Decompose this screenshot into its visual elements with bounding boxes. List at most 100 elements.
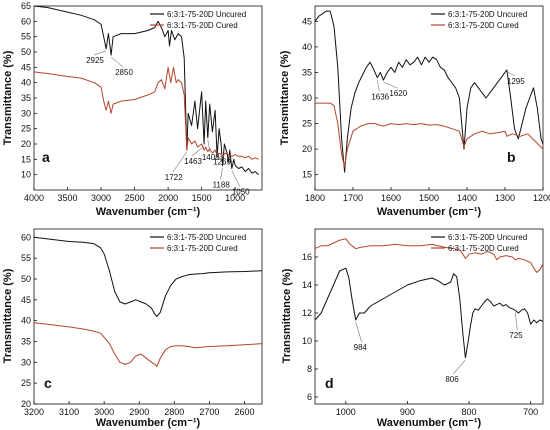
y-tick-label: 25 [21,124,31,134]
y-ticks: 6 8 10 12 14 16 [302,252,318,402]
peak-label: 1463 [184,157,202,166]
y-tick-label: 6 [307,392,312,402]
plot-frame [33,228,263,405]
annotation-leader [191,145,205,157]
x-tick-label: 2700 [199,407,219,417]
panel-b: 1800 1700 1600 1500 1400 1300 1200 15 20 25 30 35 4… [279,5,550,218]
x-tick-label: 1500 [419,193,439,203]
y-tick-label: 30 [21,108,31,118]
x-tick-label: 3200 [24,407,44,417]
peak-label: 1722 [165,173,183,182]
peak-label: 1295 [507,77,525,86]
x-tick-label: 1800 [305,193,325,203]
panel-letter-d: d [325,375,334,391]
x-tick-label: 2800 [164,407,184,417]
x-tick-label: 3500 [58,193,78,203]
annotation-leader [207,139,211,152]
series-line-uncured [33,5,259,176]
x-tick-label: 700 [523,407,538,417]
y-tick-label: 15 [21,154,31,164]
legend-label-uncured: 6:3:1-75-20D Uncured [448,233,527,242]
legend-label-uncured: 6:3:1-75-20D Uncured [448,10,527,19]
series-line-cured [314,238,544,273]
series-line-cured [315,102,544,168]
y-ticks: 15 20 25 30 35 40 45 [302,16,318,180]
x-tick-label: 3000 [91,193,111,203]
annotation-leader [453,359,466,374]
y-tick-label: 25 [302,119,312,129]
panel-c: 3200 3100 3000 2900 2800 2700 2600 20 25 30 35 40 4… [2,228,263,429]
x-tick-label: 2900 [129,407,149,417]
y-tick-label: 12 [302,308,312,318]
x-tick-label: 2600 [234,407,254,417]
legend: 6:3:1-75-20D Uncured 6:3:1-75-20D Cured [150,233,246,253]
series-line-cured [33,322,263,367]
y-tick-label: 40 [21,78,31,88]
series-group [314,10,544,173]
x-tick-label: 1200 [533,193,550,203]
y-tick-label: 20 [302,144,312,154]
legend-label-cured: 6:3:1-75-20D Cured [167,244,238,253]
legend-label-cured: 6:3:1-75-20D Cured [448,244,519,253]
annotation-leader [231,170,241,187]
x-tick-label: 1400 [457,193,477,203]
y-tick-label: 45 [21,62,31,72]
y-tick-label: 45 [21,295,31,305]
y-tick-label: 20 [21,399,31,409]
x-tick-label: 1300 [495,193,515,203]
legend-label-uncured: 6:3:1-75-20D Uncured [167,233,246,242]
annotation-leader [110,56,124,68]
x-tick-label: 1700 [343,193,363,203]
legend: 6:3:1-75-20D Uncured 6:3:1-75-20D Cured [431,233,527,253]
y-tick-label: 10 [21,170,31,180]
y-tick-label: 20 [21,139,31,149]
y-axis-title: Transmittance (%) [2,50,14,145]
annotation-leader [377,79,380,92]
series-group [33,5,259,176]
x-tick-label: 2000 [158,193,178,203]
annotation-leader [514,312,518,331]
y-tick-label: 35 [21,93,31,103]
legend: 6:3:1-75-20D Uncured 6:3:1-75-20D Cured [150,10,246,30]
legend-label-cured: 6:3:1-75-20D Cured [448,21,519,30]
annotation-leader [506,71,516,77]
plot-frame [314,228,544,405]
annotation-leader [220,167,223,180]
y-tick-label: 10 [302,336,312,346]
x-tick-label: 1000 [336,407,356,417]
annotation-leader [217,155,222,159]
x-tick-label: 2500 [125,193,145,203]
x-axis-title: Wavenumber (cm⁻¹) [96,417,201,429]
series-group [314,238,544,359]
x-tick-label: 4000 [24,193,44,203]
y-tick-label: 60 [21,16,31,26]
x-tick-label: 1000 [225,193,245,203]
y-axis-title: Transmittance (%) [281,268,293,363]
y-tick-label: 55 [21,253,31,263]
peak-label: 1188 [213,180,231,189]
y-ticks: 10 15 20 25 30 35 40 45 50 55 60 65 [21,1,37,180]
y-tick-label: 65 [21,1,31,11]
peak-label: 2850 [115,68,133,77]
y-tick-label: 25 [21,378,31,388]
annotation-leader [93,50,107,56]
series-group [33,236,263,367]
x-ticks: 1800 1700 1600 1500 1400 1300 1200 [305,187,550,203]
peak-label: 1050 [232,188,250,197]
peak-label: 984 [354,343,368,352]
panel-a: 4000 3500 3000 2500 2000 1500 1000 10 15 20 25 30 3… [2,1,263,218]
y-tick-label: 50 [21,274,31,284]
y-tick-label: 50 [21,47,31,57]
legend: 6:3:1-75-20D Uncured 6:3:1-75-20D Cured [431,10,527,30]
y-tick-label: 16 [302,252,312,262]
y-tick-label: 30 [302,93,312,103]
annotations: 984 806 725 [354,312,523,384]
peak-label: 1408 [202,153,220,162]
panel-letter-a: a [42,149,50,165]
peak-label: 1269 [213,157,231,166]
y-axis-title: Transmittance (%) [279,50,291,145]
y-tick-label: 8 [307,364,312,374]
y-tick-label: 40 [21,316,31,326]
legend-label-uncured: 6:3:1-75-20D Uncured [167,10,246,19]
